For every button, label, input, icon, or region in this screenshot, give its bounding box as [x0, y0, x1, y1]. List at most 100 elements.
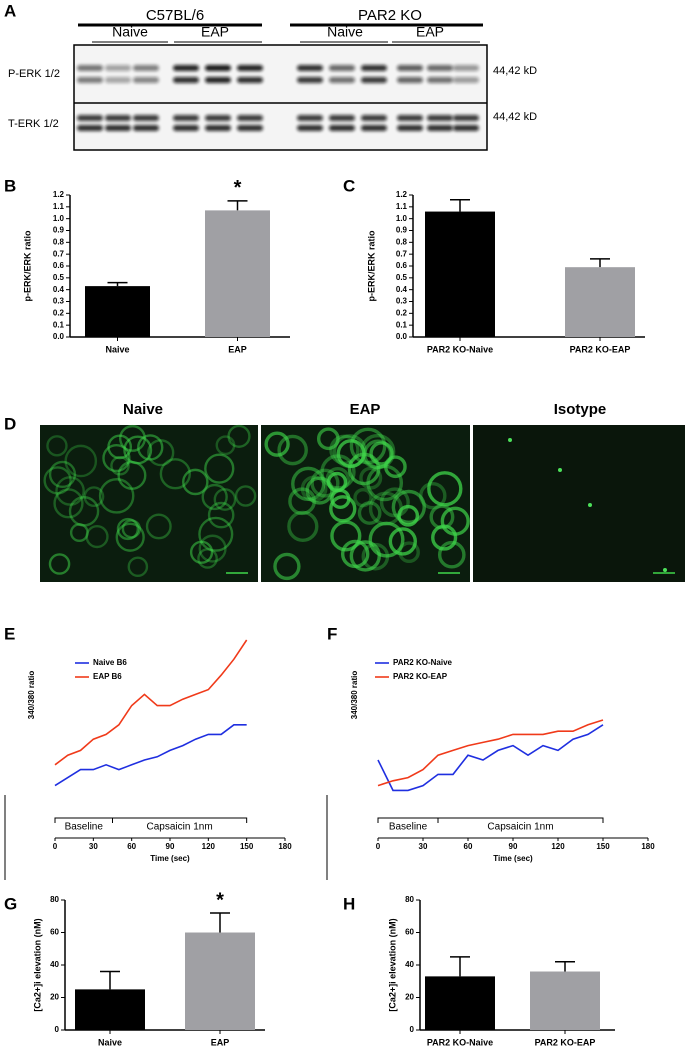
y-tick-label: 0.0 [53, 332, 65, 341]
y-tick-label: 60 [50, 928, 59, 937]
legend-label: PAR2 KO-Naive [393, 658, 453, 667]
cell [43, 466, 72, 495]
band [453, 77, 479, 83]
cell [357, 501, 382, 525]
y-tick-label: 0.5 [53, 273, 65, 282]
cell [234, 485, 257, 507]
x-tick-label: 180 [641, 842, 655, 851]
cell [353, 487, 373, 508]
cell [384, 455, 407, 479]
y-axis-label: 340/380 ratio [27, 671, 36, 720]
band [453, 125, 479, 131]
y-tick-label: 0.5 [396, 273, 408, 282]
micrograph [40, 425, 258, 582]
cell [46, 435, 68, 457]
cell [366, 464, 404, 502]
band [427, 65, 453, 71]
micrograph [473, 425, 685, 582]
cell [273, 552, 301, 581]
group-label: PAR2 KO [358, 7, 422, 24]
band [361, 125, 387, 131]
y-tick-label: 0.0 [396, 332, 408, 341]
cell [137, 434, 164, 461]
cell [437, 540, 466, 569]
bar [85, 286, 150, 337]
x-tick-label: PAR2 KO-EAP [535, 1037, 596, 1047]
band [237, 77, 263, 83]
band [205, 77, 231, 83]
cell [116, 517, 140, 541]
condition-label: Naive [327, 24, 363, 40]
band [453, 65, 479, 71]
panel-letter: H [343, 894, 355, 913]
band [397, 65, 423, 71]
x-tick-label: 150 [240, 842, 254, 851]
cell [64, 444, 98, 478]
bracket-label: Baseline [389, 822, 428, 833]
band [77, 125, 103, 131]
condition-label: EAP [416, 24, 444, 40]
cell [330, 520, 362, 552]
band [133, 77, 159, 83]
cell [159, 458, 191, 490]
band [361, 77, 387, 83]
cell [388, 527, 417, 556]
cell [85, 525, 109, 549]
image-title: EAP [350, 401, 381, 418]
legend-label: PAR2 KO-EAP [393, 672, 448, 681]
cell [98, 478, 135, 514]
band [329, 115, 355, 121]
panel-letter: C [343, 176, 355, 195]
cell [55, 476, 85, 506]
x-axis-label: Time (sec) [493, 854, 533, 863]
bar [185, 932, 255, 1030]
bracket-label: Capsaicin 1nm [147, 822, 213, 833]
band [77, 65, 103, 71]
cell [291, 466, 326, 502]
y-tick-label: 40 [405, 960, 414, 969]
band [453, 115, 479, 121]
y-axis-label: [Ca2+]i elevation (nM) [32, 918, 42, 1011]
image-title: Naive [123, 401, 163, 418]
bar [205, 210, 270, 337]
x-tick-label: PAR2 KO-Naive [427, 344, 493, 354]
cell [288, 487, 316, 516]
band [205, 65, 231, 71]
size-label: 44,42 kD [493, 65, 537, 77]
cell [53, 488, 84, 519]
band [297, 65, 323, 71]
panel-letter: B [4, 176, 16, 195]
band [397, 77, 423, 83]
cell [83, 486, 105, 508]
band [105, 77, 131, 83]
cell [197, 548, 218, 569]
y-tick-label: 0.4 [53, 285, 65, 294]
blot-bands [77, 65, 479, 131]
band [237, 125, 263, 131]
x-tick-label: EAP [211, 1037, 230, 1047]
y-tick-label: 0.3 [396, 297, 408, 306]
y-axis-label: 340/380 ratio [350, 671, 359, 720]
bar [565, 267, 635, 337]
panel-letter: G [4, 894, 17, 913]
band [133, 125, 159, 131]
cell [207, 501, 235, 529]
panel-letter: E [4, 624, 15, 643]
cell [145, 513, 172, 540]
trace [377, 724, 604, 792]
y-tick-label: 20 [50, 993, 59, 1002]
panel-letter: A [4, 1, 16, 20]
cell [48, 460, 77, 489]
cell [419, 481, 447, 510]
cell [310, 468, 340, 498]
x-tick-label: 60 [127, 842, 136, 851]
speck [588, 503, 592, 507]
band [361, 115, 387, 121]
y-tick-label: 0.9 [53, 226, 65, 235]
band [297, 77, 323, 83]
blot-frame [73, 44, 488, 151]
band [173, 77, 199, 83]
cell [363, 439, 393, 469]
y-tick-label: 20 [405, 993, 414, 1002]
band [77, 77, 103, 83]
